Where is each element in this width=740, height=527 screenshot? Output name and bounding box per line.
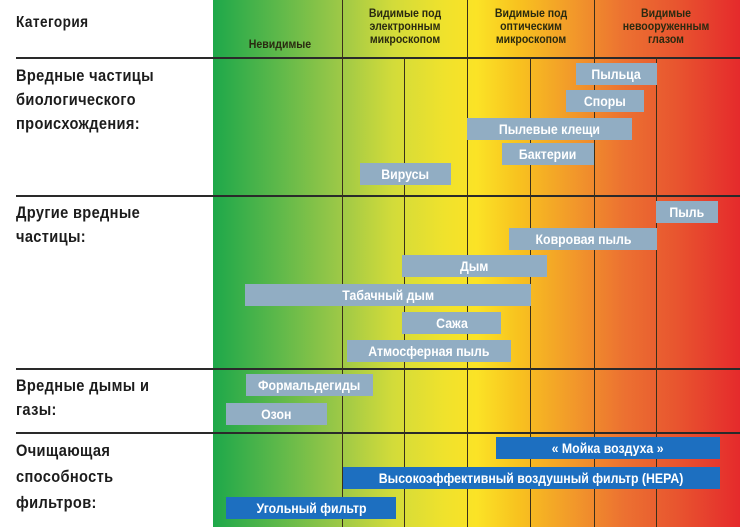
bar-bacteria: Бактерии <box>502 143 594 165</box>
category-line: Вредные дымы и <box>16 376 150 395</box>
column-header-line: Видимые под <box>494 6 568 20</box>
bar-air-washer: « Мойка воздуха » <box>496 437 720 459</box>
column-header-line: невооруженным <box>622 19 710 33</box>
bar-label: Табачный дым <box>342 287 434 303</box>
bar-viruses: Вирусы <box>360 163 451 185</box>
bar-label: Пылевые клещи <box>498 121 601 137</box>
bar-carbon-filter: Угольный фильтр <box>226 497 396 519</box>
column-header-naked-eye: Видимые невооруженным глазом <box>604 7 727 46</box>
column-header-line: микроскопом <box>495 32 567 46</box>
column-separator <box>594 0 596 527</box>
bar-hepa-filter: Высокоэффективный воздушный фильтр (HEPA… <box>343 467 720 489</box>
header-divider <box>16 57 740 59</box>
bar-label: Пыльца <box>591 66 642 82</box>
column-header-line: электронным <box>369 19 441 33</box>
category-line: происхождения: <box>16 114 140 133</box>
bar-soot: Сажа <box>402 312 501 334</box>
category-filter-capacity: Очищающая способность фильтров: <box>16 438 113 516</box>
bar-label: Формальдегиды <box>258 377 361 393</box>
row-divider-1 <box>16 195 740 197</box>
bar-dust: Пыль <box>656 201 718 223</box>
row-divider-3 <box>16 432 740 434</box>
bar-label: Дым <box>460 258 489 274</box>
column-header-optical-microscope: Видимые под оптическим микроскопом <box>476 7 585 46</box>
bar-label: Пыль <box>669 204 705 220</box>
bar-carpet-dust: Ковровая пыль <box>509 228 657 250</box>
bar-smoke: Дым <box>402 255 547 277</box>
grid-line <box>656 57 658 527</box>
category-line: Вредные частицы <box>16 66 154 85</box>
column-header-invisible: Невидимые <box>227 38 333 51</box>
category-fumes-gases: Вредные дымы и газы: <box>16 374 149 422</box>
category-line: фильтров: <box>16 493 97 512</box>
bar-tobacco-smoke: Табачный дым <box>245 284 531 306</box>
category-biological-particles: Вредные частицы биологического происхожд… <box>16 64 154 136</box>
bar-dust-mites: Пылевые клещи <box>467 118 632 140</box>
category-line: газы: <box>16 400 57 419</box>
column-header-line: глазом <box>648 32 684 46</box>
bar-label: Споры <box>584 93 626 109</box>
bar-spores: Споры <box>566 90 644 112</box>
category-line: Очищающая <box>16 441 111 460</box>
category-line: способность <box>16 467 114 486</box>
bar-label: Атмосферная пыль <box>368 343 490 359</box>
column-header-electron-microscope: Видимые под электронным микроскопом <box>351 7 458 46</box>
bar-ozone: Озон <box>226 403 327 425</box>
bar-atmospheric-dust: Атмосферная пыль <box>347 340 511 362</box>
column-separator <box>342 0 344 527</box>
category-line: Другие вредные <box>16 203 141 222</box>
bar-label: Высокоэффективный воздушный фильтр (HEPA… <box>379 470 684 486</box>
bar-formaldehydes: Формальдегиды <box>246 374 373 396</box>
bar-label: « Мойка воздуха » <box>552 440 664 456</box>
column-header-line: оптическим <box>500 19 562 33</box>
column-header-line: микроскопом <box>369 32 441 46</box>
bar-label: Озон <box>261 406 292 422</box>
category-line: частицы: <box>16 227 86 246</box>
bar-label: Угольный фильтр <box>256 500 366 516</box>
bar-label: Бактерии <box>519 146 577 162</box>
bar-pollen: Пыльца <box>576 63 657 85</box>
bar-label: Ковровая пыль <box>535 231 631 247</box>
column-header-line: Видимые <box>640 6 692 20</box>
category-line: биологического <box>16 90 136 109</box>
category-header: Категория <box>16 14 89 31</box>
bar-label: Сажа <box>435 315 468 331</box>
category-other-particles: Другие вредные частицы: <box>16 201 140 249</box>
column-header-line: Невидимые <box>248 37 312 51</box>
column-header-line: Видимые под <box>368 6 442 20</box>
row-divider-2 <box>16 368 740 370</box>
bar-label: Вирусы <box>381 166 430 182</box>
